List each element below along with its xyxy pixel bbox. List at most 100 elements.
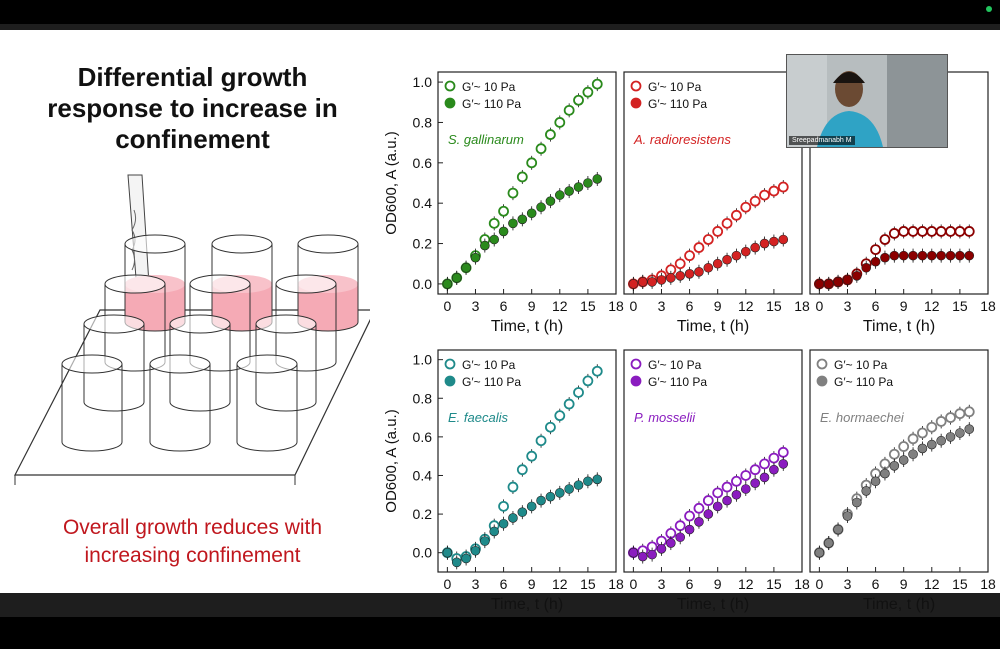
x-tick-label: 3 bbox=[658, 576, 666, 592]
x-axis-label: Time, t (h) bbox=[677, 318, 749, 335]
data-point bbox=[917, 250, 928, 261]
data-point bbox=[684, 510, 695, 522]
data-point bbox=[637, 277, 648, 287]
data-point bbox=[722, 254, 732, 265]
data-point bbox=[591, 78, 603, 90]
x-tick-label: 3 bbox=[658, 298, 666, 314]
well bbox=[255, 314, 317, 412]
data-point bbox=[536, 495, 546, 506]
x-tick-label: 9 bbox=[714, 298, 722, 314]
data-point bbox=[731, 250, 742, 261]
species-label: E. faecalis bbox=[448, 410, 508, 425]
species-label: P. mosselii bbox=[634, 410, 696, 425]
data-point bbox=[963, 226, 975, 237]
data-point bbox=[675, 271, 686, 281]
data-point bbox=[470, 252, 481, 263]
participant-name: Sreepadmanabh M bbox=[789, 136, 855, 145]
legend-marker bbox=[816, 375, 828, 387]
y-tick-label: 0.4 bbox=[413, 195, 433, 211]
data-point bbox=[508, 513, 518, 523]
data-point bbox=[769, 236, 779, 247]
data-point bbox=[582, 86, 594, 98]
data-point bbox=[740, 484, 751, 494]
data-point bbox=[451, 557, 462, 568]
data-point bbox=[666, 273, 676, 283]
data-point bbox=[888, 448, 900, 460]
data-point bbox=[777, 446, 789, 458]
x-tick-label: 9 bbox=[900, 298, 908, 314]
data-point bbox=[564, 484, 574, 494]
x-tick-label: 6 bbox=[872, 298, 880, 314]
data-point bbox=[583, 476, 593, 487]
x-tick-label: 3 bbox=[472, 576, 480, 592]
data-point bbox=[554, 190, 565, 200]
data-point bbox=[908, 449, 918, 460]
data-point bbox=[954, 408, 966, 420]
x-tick-label: 9 bbox=[900, 576, 908, 592]
data-point bbox=[573, 94, 584, 106]
data-point bbox=[870, 244, 881, 256]
legend-marker bbox=[444, 358, 456, 370]
y-tick-label: 1.0 bbox=[413, 352, 433, 368]
x-axis-label: Time, t (h) bbox=[863, 596, 935, 613]
data-point bbox=[731, 489, 742, 500]
data-point bbox=[563, 104, 575, 116]
x-tick-label: 0 bbox=[629, 576, 637, 592]
x-tick-label: 12 bbox=[924, 298, 940, 314]
data-point bbox=[647, 549, 657, 560]
y-tick-label: 0.4 bbox=[413, 467, 433, 483]
data-point bbox=[684, 250, 695, 262]
data-point bbox=[516, 171, 528, 183]
data-point bbox=[693, 242, 705, 253]
data-point bbox=[721, 481, 733, 493]
data-point bbox=[461, 262, 471, 273]
legend-marker bbox=[444, 375, 456, 387]
legend-label: G′~ 110 Pa bbox=[462, 375, 521, 389]
legend-label: G′~ 110 Pa bbox=[834, 375, 893, 389]
data-point bbox=[778, 459, 789, 469]
data-point bbox=[507, 481, 519, 493]
data-point bbox=[442, 547, 453, 558]
y-tick-label: 0.6 bbox=[413, 155, 433, 171]
y-tick-label: 0.2 bbox=[413, 506, 433, 522]
legend-marker bbox=[444, 97, 456, 109]
data-point bbox=[759, 472, 770, 483]
data-point bbox=[945, 432, 956, 442]
data-point bbox=[554, 410, 566, 422]
data-point bbox=[888, 228, 900, 239]
x-tick-label: 12 bbox=[552, 576, 568, 592]
x-tick-label: 9 bbox=[714, 576, 722, 592]
data-point bbox=[926, 439, 937, 450]
data-point bbox=[768, 452, 780, 464]
data-point bbox=[470, 545, 481, 556]
legend-marker bbox=[444, 80, 456, 92]
data-point bbox=[936, 435, 946, 446]
data-point bbox=[702, 234, 714, 245]
x-tick-label: 15 bbox=[952, 576, 968, 592]
x-tick-label: 18 bbox=[794, 298, 810, 314]
data-point bbox=[461, 553, 471, 564]
species-label: A. radioresistens bbox=[633, 132, 731, 147]
data-point bbox=[898, 455, 909, 465]
legend-label: G′~ 10 Pa bbox=[648, 80, 702, 94]
y-tick-label: 0.6 bbox=[413, 429, 433, 445]
data-point bbox=[935, 416, 947, 427]
data-point bbox=[907, 226, 919, 237]
status-dot bbox=[986, 6, 992, 12]
x-tick-label: 12 bbox=[738, 298, 754, 314]
data-point bbox=[647, 277, 657, 287]
legend-label: G′~ 110 Pa bbox=[648, 375, 707, 389]
data-point bbox=[759, 458, 770, 470]
x-tick-label: 6 bbox=[872, 576, 880, 592]
participant-video[interactable]: Sreepadmanabh M bbox=[786, 54, 948, 148]
data-point bbox=[731, 475, 742, 487]
data-point bbox=[573, 387, 584, 398]
data-point bbox=[703, 509, 714, 519]
data-point bbox=[778, 234, 789, 245]
data-point bbox=[554, 117, 566, 128]
data-point bbox=[898, 226, 910, 237]
well bbox=[275, 274, 337, 372]
y-tick-label: 0.2 bbox=[413, 236, 433, 252]
data-point bbox=[963, 406, 975, 418]
confinement-wells-illustration bbox=[14, 174, 370, 485]
